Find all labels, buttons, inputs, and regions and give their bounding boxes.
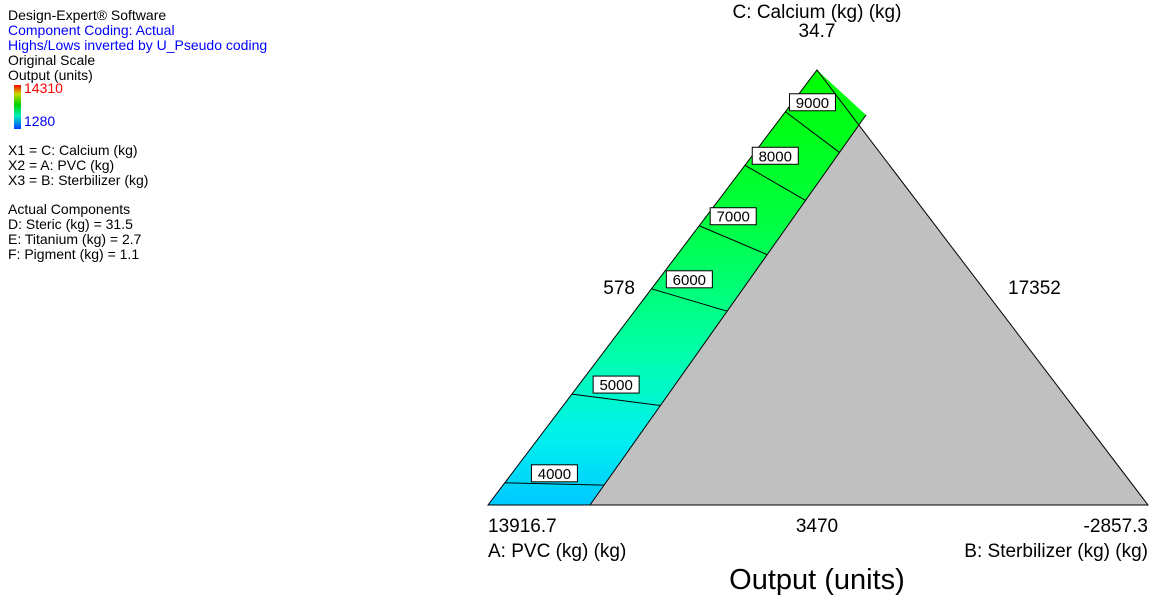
contour-line-5000 — [571, 393, 661, 407]
contour-line-6000 — [651, 288, 728, 312]
feasible-boundary-line — [589, 114, 867, 506]
vertex-top-value: 34.7 — [799, 21, 836, 42]
factor-x2: X2 = A: PVC (kg) — [8, 157, 115, 173]
actual-component-d: D: Steric (kg) = 31.5 — [8, 216, 133, 232]
contour-label-box-5000 — [592, 375, 640, 394]
contour-line-8000 — [744, 164, 806, 201]
component-coding-text: Component Coding: Actual — [8, 22, 175, 38]
contour-lines: 4000 5000 6000 7000 8000 9000 — [504, 93, 840, 486]
vertex-right-label: B: Sterbilizer (kg) (kg) — [964, 541, 1148, 562]
actual-component-f: F: Pigment (kg) = 1.1 — [8, 246, 140, 262]
actual-component-e: E: Titanium (kg) = 2.7 — [8, 231, 142, 247]
vertex-left-value: 13916.7 — [488, 516, 557, 537]
factor-x1: X1 = C: Calcium (kg) — [8, 142, 138, 158]
contour-line-7000 — [699, 225, 768, 256]
contour-line-9000 — [785, 111, 840, 153]
colorbar-gradient — [14, 85, 21, 129]
colorbar-legend: 14310 1280 — [8, 80, 428, 129]
contour-label-9000: 9000 — [796, 95, 829, 112]
contour-label-box-7000 — [709, 207, 757, 226]
factor-x3: X3 = B: Sterbilizer (kg) — [8, 172, 149, 188]
colorbar-high-value: 14310 — [24, 80, 63, 96]
scale-text: Original Scale — [8, 52, 96, 68]
contour-label-box-8000 — [751, 146, 799, 165]
legend-panel: Design-Expert® Software Component Coding… — [8, 8, 428, 262]
chart-title: Output (units) — [729, 564, 905, 596]
vertex-left-label: A: PVC (kg) (kg) — [488, 541, 626, 562]
edge-right-value: 17352 — [1008, 278, 1061, 299]
colorbar-low-value: 1280 — [24, 113, 56, 129]
vertex-right-value: -2857.3 — [1084, 516, 1148, 537]
actual-components-title: Actual Components — [8, 201, 131, 217]
simplex-outline — [486, 69, 1150, 506]
inverted-note-text: Highs/Lows inverted by U_Pseudo coding — [8, 37, 268, 53]
edge-bottom-value: 3470 — [796, 516, 838, 537]
contour-label-box-9000 — [788, 93, 836, 112]
vertex-top-label: C: Calcium (kg) (kg) — [733, 2, 902, 23]
contour-label-box-6000 — [665, 270, 713, 289]
software-name: Design-Expert® Software — [8, 7, 167, 23]
contour-label-7000: 7000 — [717, 209, 750, 226]
contour-label-4000: 4000 — [538, 466, 571, 483]
response-name: Output (units) — [8, 67, 93, 83]
edge-left-value: 578 — [603, 278, 635, 299]
contour-label-box-4000 — [530, 464, 578, 483]
contour-label-5000: 5000 — [599, 377, 632, 394]
contour-line-4000 — [504, 482, 605, 486]
contour-label-6000: 6000 — [673, 272, 706, 289]
contour-label-8000: 8000 — [759, 148, 792, 165]
